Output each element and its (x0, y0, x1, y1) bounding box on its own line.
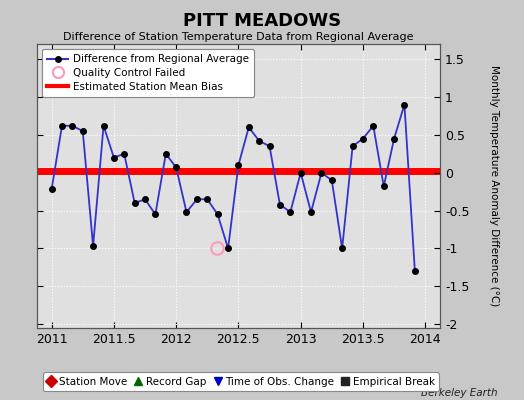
Y-axis label: Monthly Temperature Anomaly Difference (°C): Monthly Temperature Anomaly Difference (… (489, 65, 499, 307)
Legend: Station Move, Record Gap, Time of Obs. Change, Empirical Break: Station Move, Record Gap, Time of Obs. C… (43, 372, 439, 391)
Title: Difference of Station Temperature Data from Regional Average: Difference of Station Temperature Data f… (63, 32, 413, 42)
Legend: Difference from Regional Average, Quality Control Failed, Estimated Station Mean: Difference from Regional Average, Qualit… (42, 49, 254, 97)
Text: Berkeley Earth: Berkeley Earth (421, 388, 498, 398)
Text: PITT MEADOWS: PITT MEADOWS (183, 12, 341, 30)
